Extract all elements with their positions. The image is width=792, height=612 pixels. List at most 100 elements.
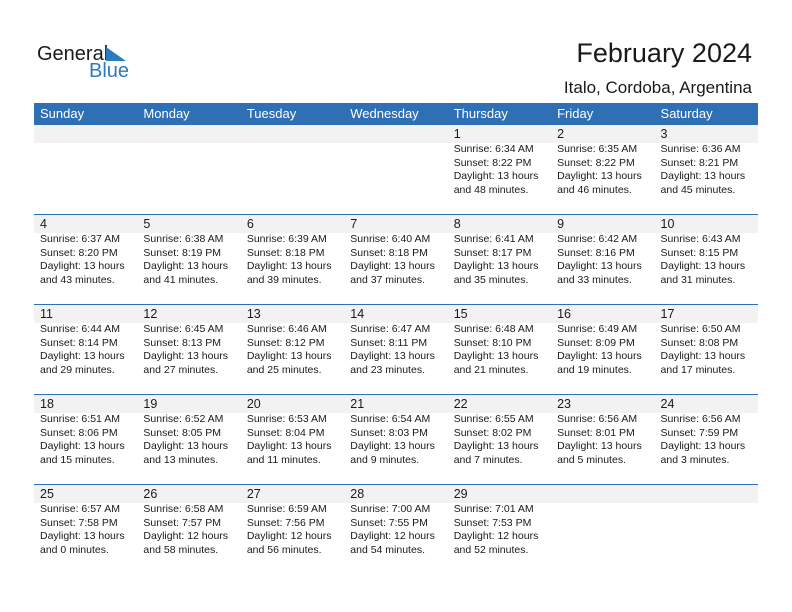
daylight-minutes-text: and 5 minutes. [557,453,626,466]
sunrise-text: Sunrise: 6:40 AM [350,233,431,245]
sunset-text: Sunset: 7:53 PM [453,516,532,529]
sunset-text: Sunset: 8:12 PM [246,336,325,349]
day-number: 20 [246,397,261,411]
sunrise-text: Sunrise: 6:43 AM [660,233,741,245]
date-band [34,305,758,323]
day-number: 10 [660,217,675,231]
daylight-minutes-text: and 45 minutes. [660,183,736,196]
week-row: 25 Sunrise: 6:57 AM Sunset: 7:58 PM Dayligh… [34,484,758,575]
sunrise-text: Sunrise: 7:01 AM [453,503,534,515]
day-cell: 12 Sunrise: 6:45 AM Sunset: 8:13 PM Dayligh… [137,305,240,395]
day-cell: 7 Sunrise: 6:40 AM Sunset: 8:18 PM Daylight… [344,215,447,305]
daylight-text: Daylight: 13 hours [660,260,746,272]
daylight-minutes-text: and 54 minutes. [350,543,425,556]
day-cell: 4 Sunrise: 6:37 AM Sunset: 8:20 PM Daylight… [34,215,137,305]
day-number: 25 [40,487,54,501]
week-row: 11 Sunrise: 6:44 AM Sunset: 8:14 PM Dayligh… [34,304,758,395]
daylight-minutes-text: and 35 minutes. [453,273,529,286]
daylight-minutes-text: and 37 minutes. [350,273,425,286]
day-cell: 2 Sunrise: 6:35 AM Sunset: 8:22 PM Daylight… [551,125,654,215]
sunset-text: Sunset: 7:59 PM [660,426,739,439]
day-number: 22 [453,397,468,411]
day-cell: 16 Sunrise: 6:49 AM Sunset: 8:09 PM Dayligh… [551,305,654,395]
sunrise-text: Sunrise: 7:00 AM [350,503,431,515]
sunrise-text: Sunrise: 6:41 AM [453,233,534,245]
daylight-text: Daylight: 13 hours [143,440,229,452]
daylight-text: Daylight: 13 hours [557,350,642,362]
daylight-text: Daylight: 13 hours [660,440,746,452]
daylight-text: Daylight: 13 hours [40,350,125,362]
sunset-text: Sunset: 7:56 PM [246,516,325,529]
sunset-text: Sunset: 8:17 PM [453,246,532,259]
sunrise-text: Sunrise: 6:46 AM [246,323,327,335]
date-band [34,215,758,233]
daylight-text: Daylight: 13 hours [246,440,332,452]
day-cell: 11 Sunrise: 6:44 AM Sunset: 8:14 PM Dayligh… [34,305,137,395]
day-number: 1 [453,127,461,141]
day-cell: 26 Sunrise: 6:58 AM Sunset: 7:57 PM Dayligh… [137,485,240,575]
page-title: February 2024 [576,38,752,68]
daylight-minutes-text: and 27 minutes. [143,363,219,376]
empty-cell [137,125,240,215]
sunrise-text: Sunrise: 6:49 AM [557,323,638,335]
weekday-wednesday: Wednesday [350,106,419,121]
logo-triangle-icon [106,47,126,61]
week-row: 1 Sunrise: 6:34 AM Sunset: 8:22 PM Daylight… [34,125,758,215]
daylight-text: Daylight: 13 hours [660,350,746,362]
day-number: 19 [143,397,158,411]
daylight-minutes-text: and 15 minutes. [40,453,115,466]
sunrise-text: Sunrise: 6:51 AM [40,413,120,425]
daylight-minutes-text: and 11 minutes. [246,453,321,466]
sunset-text: Sunset: 8:14 PM [40,336,118,349]
daylight-text: Daylight: 13 hours [40,440,125,452]
sunset-text: Sunset: 7:55 PM [350,516,428,529]
sunset-text: Sunset: 8:13 PM [143,336,222,349]
daylight-minutes-text: and 25 minutes. [246,363,322,376]
sunset-text: Sunset: 8:19 PM [143,246,222,259]
day-number: 17 [660,307,675,321]
sunrise-text: Sunrise: 6:44 AM [40,323,120,335]
sunset-text: Sunset: 7:57 PM [143,516,222,529]
empty-cell [344,125,447,215]
weekday-friday: Friday [557,106,594,121]
day-number: 29 [453,487,468,501]
sunset-text: Sunset: 8:06 PM [40,426,118,439]
daylight-text: Daylight: 13 hours [143,260,229,272]
day-cell: 24 Sunrise: 6:56 AM Sunset: 7:59 PM Dayligh… [655,395,758,485]
day-number: 9 [557,217,565,231]
daylight-minutes-text: and 33 minutes. [557,273,632,286]
weekday-thursday: Thursday [453,106,508,121]
day-cell: 1 Sunrise: 6:34 AM Sunset: 8:22 PM Daylight… [448,125,551,215]
day-number: 2 [557,127,565,141]
day-cell: 22 Sunrise: 6:55 AM Sunset: 8:02 PM Dayligh… [448,395,551,485]
daylight-minutes-text: and 29 minutes. [40,363,115,376]
date-band [34,485,758,503]
daylight-minutes-text: and 13 minutes. [143,453,219,466]
daylight-text: Daylight: 13 hours [246,260,332,272]
sunrise-text: Sunrise: 6:56 AM [557,413,638,425]
sunset-text: Sunset: 8:18 PM [246,246,325,259]
day-number: 27 [246,487,261,501]
day-cell: 27 Sunrise: 6:59 AM Sunset: 7:56 PM Dayligh… [241,485,344,575]
daylight-text: Daylight: 13 hours [143,350,229,362]
day-number: 24 [660,397,675,411]
daylight-minutes-text: and 41 minutes. [143,273,219,286]
sunrise-text: Sunrise: 6:53 AM [246,413,327,425]
sunrise-text: Sunrise: 6:37 AM [40,233,120,245]
empty-cell [241,125,344,215]
day-cell: 14 Sunrise: 6:47 AM Sunset: 8:11 PM Dayligh… [344,305,447,395]
day-cell: 15 Sunrise: 6:48 AM Sunset: 8:10 PM Dayligh… [448,305,551,395]
daylight-minutes-text: and 48 minutes. [453,183,529,196]
daylight-text: Daylight: 12 hours [350,530,435,542]
daylight-minutes-text: and 7 minutes. [453,453,523,466]
sunset-text: Sunset: 8:09 PM [557,336,635,349]
daylight-minutes-text: and 58 minutes. [143,543,219,556]
week-row: 4 Sunrise: 6:37 AM Sunset: 8:20 PM Daylight… [34,214,758,305]
day-number: 26 [143,487,158,501]
weekday-sunday: Sunday [40,106,85,121]
sunset-text: Sunset: 8:03 PM [350,426,428,439]
logo-text-general: General [37,43,109,65]
sunrise-text: Sunrise: 6:38 AM [143,233,224,245]
day-number: 8 [453,217,461,231]
